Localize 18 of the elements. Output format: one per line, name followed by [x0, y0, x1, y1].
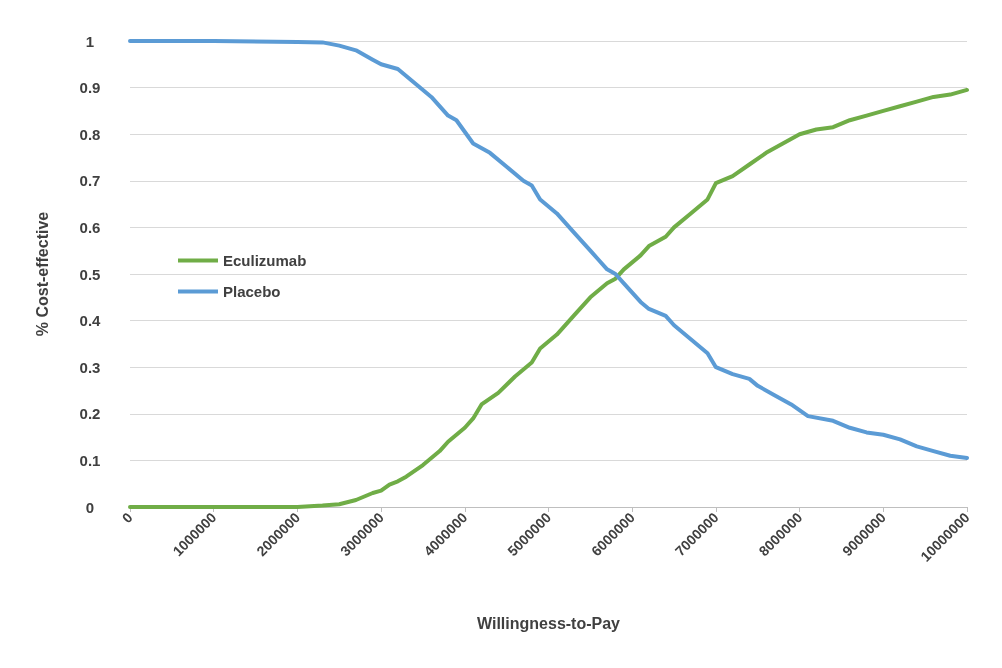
- y-tick-label: 0.8: [79, 125, 101, 143]
- y-tick-label: 0.9: [79, 79, 101, 97]
- y-tick-label: 0: [85, 498, 95, 516]
- line-series: [128, 39, 969, 461]
- y-tick-label: 0.6: [79, 218, 101, 236]
- y-tick-label: 0.5: [79, 265, 101, 283]
- legend-label: Eculizumab: [223, 252, 307, 269]
- y-tick-label: 0.7: [79, 172, 101, 190]
- y-tick-label: 0.2: [79, 405, 101, 423]
- x-tick-label: 0: [118, 509, 136, 527]
- x-axis-title: Willingness-to-Pay: [477, 614, 621, 632]
- y-tick-label: 0.1: [79, 451, 101, 469]
- line-series: [128, 87, 969, 509]
- legend-label: Placebo: [223, 283, 281, 300]
- y-tick-label: 1: [85, 32, 95, 50]
- y-tick-label: 0.3: [79, 358, 101, 376]
- y-axis-title: % Cost-effective: [33, 211, 51, 337]
- y-tick-label: 0.4: [79, 312, 102, 330]
